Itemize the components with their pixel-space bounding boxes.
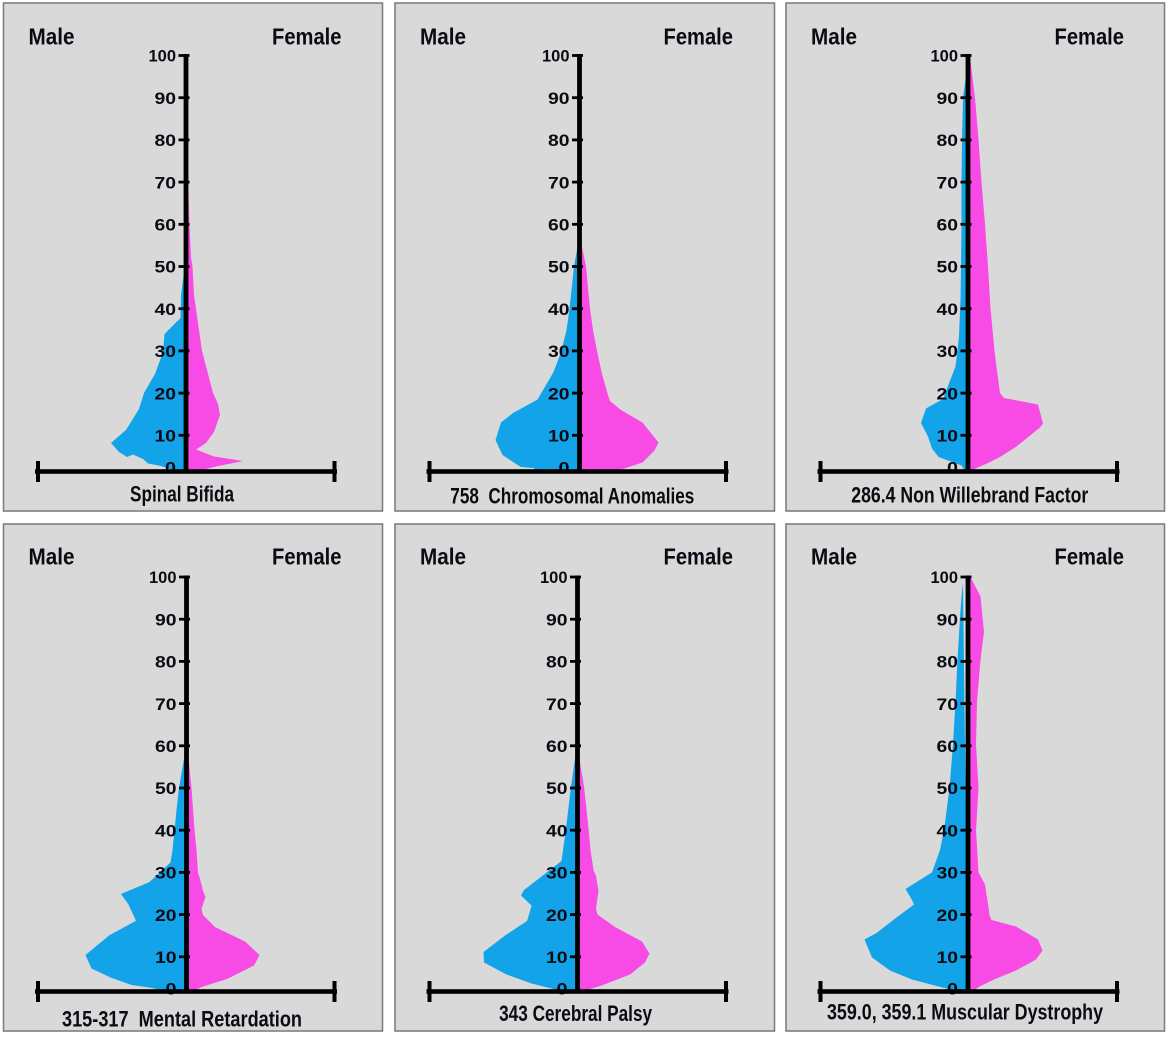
- svg-text:10: 10: [546, 948, 568, 967]
- svg-text:70: 70: [937, 173, 959, 192]
- svg-text:286.4 Non Willebrand Factor: 286.4 Non Willebrand Factor: [851, 483, 1088, 508]
- svg-text:70: 70: [548, 173, 570, 192]
- svg-text:Female: Female: [272, 544, 342, 570]
- svg-text:Male: Male: [29, 24, 75, 50]
- svg-text:30: 30: [155, 342, 177, 361]
- svg-text:10: 10: [548, 427, 570, 446]
- svg-text:80: 80: [937, 131, 959, 150]
- svg-text:50: 50: [937, 258, 959, 277]
- svg-text:Female: Female: [664, 544, 734, 570]
- svg-text:Female: Female: [272, 24, 342, 50]
- svg-text:80: 80: [155, 131, 177, 150]
- svg-text:30: 30: [155, 864, 177, 883]
- svg-text:100: 100: [149, 568, 177, 587]
- svg-text:100: 100: [542, 47, 570, 66]
- svg-text:90: 90: [155, 89, 177, 108]
- svg-text:50: 50: [548, 258, 570, 277]
- svg-text:40: 40: [548, 300, 570, 319]
- svg-text:30: 30: [937, 342, 959, 361]
- svg-text:Male: Male: [420, 24, 466, 50]
- svg-text:Spinal Bifida: Spinal Bifida: [130, 482, 235, 507]
- svg-text:70: 70: [937, 695, 959, 714]
- svg-text:20: 20: [548, 384, 570, 403]
- svg-text:100: 100: [149, 47, 177, 66]
- svg-text:0: 0: [947, 459, 958, 478]
- svg-text:Male: Male: [811, 24, 857, 50]
- svg-text:70: 70: [155, 173, 177, 192]
- svg-text:Female: Female: [1055, 544, 1125, 570]
- svg-text:10: 10: [155, 427, 177, 446]
- svg-text:10: 10: [937, 427, 959, 446]
- svg-text:40: 40: [155, 300, 177, 319]
- svg-text:30: 30: [546, 864, 568, 883]
- svg-text:20: 20: [546, 906, 568, 925]
- svg-text:70: 70: [155, 695, 177, 714]
- svg-text:50: 50: [155, 779, 177, 798]
- svg-text:343 Cerebral Palsy: 343 Cerebral Palsy: [499, 1001, 653, 1026]
- svg-text:60: 60: [155, 737, 177, 756]
- svg-text:90: 90: [937, 610, 959, 629]
- svg-text:20: 20: [937, 384, 959, 403]
- svg-text:80: 80: [155, 653, 177, 672]
- svg-text:70: 70: [546, 695, 568, 714]
- svg-text:100: 100: [540, 568, 568, 587]
- svg-text:60: 60: [937, 216, 959, 235]
- svg-text:30: 30: [548, 342, 570, 361]
- svg-text:60: 60: [548, 216, 570, 235]
- svg-text:40: 40: [937, 821, 959, 840]
- svg-text:20: 20: [937, 906, 959, 925]
- svg-text:Female: Female: [664, 24, 734, 50]
- svg-text:80: 80: [548, 131, 570, 150]
- svg-text:40: 40: [937, 300, 959, 319]
- svg-text:0: 0: [559, 459, 570, 478]
- svg-text:20: 20: [155, 384, 177, 403]
- svg-text:90: 90: [937, 89, 959, 108]
- svg-text:Male: Male: [811, 544, 857, 570]
- svg-text:60: 60: [546, 737, 568, 756]
- svg-text:20: 20: [155, 906, 177, 925]
- svg-text:80: 80: [937, 653, 959, 672]
- svg-text:50: 50: [155, 258, 177, 277]
- svg-text:60: 60: [937, 737, 959, 756]
- svg-text:Female: Female: [1055, 24, 1125, 50]
- svg-text:0: 0: [165, 459, 176, 478]
- svg-text:90: 90: [155, 610, 177, 629]
- svg-text:10: 10: [937, 948, 959, 967]
- svg-text:40: 40: [546, 821, 568, 840]
- svg-text:50: 50: [937, 779, 959, 798]
- svg-text:315-317 Mental Retardation: 315-317 Mental Retardation: [62, 1007, 302, 1032]
- svg-text:50: 50: [546, 779, 568, 798]
- svg-text:40: 40: [155, 821, 177, 840]
- svg-text:100: 100: [931, 568, 959, 587]
- svg-text:90: 90: [546, 610, 568, 629]
- svg-text:100: 100: [931, 47, 959, 66]
- svg-text:30: 30: [937, 864, 959, 883]
- svg-text:90: 90: [548, 89, 570, 108]
- svg-text:Male: Male: [420, 544, 466, 570]
- svg-text:758 Chromosomal Anomalies: 758 Chromosomal Anomalies: [450, 484, 694, 509]
- svg-text:Male: Male: [29, 544, 75, 570]
- svg-text:10: 10: [155, 948, 177, 967]
- svg-text:359.0, 359.1 Muscular Dystroph: 359.0, 359.1 Muscular Dystrophy: [827, 1000, 1104, 1025]
- svg-text:60: 60: [155, 216, 177, 235]
- svg-text:80: 80: [546, 653, 568, 672]
